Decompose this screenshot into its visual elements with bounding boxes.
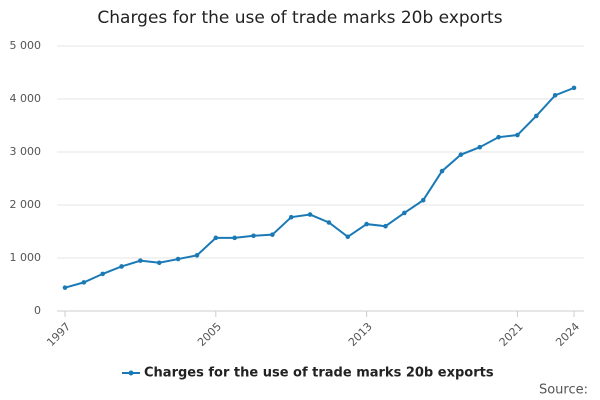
point xyxy=(533,113,539,119)
point xyxy=(232,235,237,241)
point xyxy=(175,256,181,262)
point xyxy=(364,221,369,227)
x-tick-label: 2005 xyxy=(195,320,224,349)
x-tick-label: 2013 xyxy=(346,320,375,349)
point xyxy=(496,134,501,140)
point xyxy=(383,223,388,229)
point xyxy=(477,144,483,150)
series-line xyxy=(64,86,575,289)
y-tick-label: 1 000 xyxy=(10,251,42,264)
point xyxy=(81,280,87,285)
point xyxy=(571,85,577,91)
chart-title: Charges for the use of trade marks 20b e… xyxy=(97,8,502,28)
point xyxy=(552,92,558,98)
y-tick-label: 5 000 xyxy=(10,39,42,52)
point xyxy=(270,232,275,237)
point xyxy=(119,264,124,269)
point xyxy=(345,234,351,240)
x-tick-label: 2021 xyxy=(497,320,526,349)
point xyxy=(138,258,143,263)
y-tick-label: 2 000 xyxy=(10,198,42,211)
x-tick-label: 1997 xyxy=(44,320,73,349)
point xyxy=(326,220,332,225)
point xyxy=(402,210,407,216)
point xyxy=(62,285,68,290)
point xyxy=(515,132,520,138)
point xyxy=(156,260,162,266)
point xyxy=(420,197,426,203)
point xyxy=(194,253,200,258)
point xyxy=(251,233,256,239)
legend-label: Charges for the use of trade marks 20b e… xyxy=(144,366,494,381)
y-tick-label: 3 000 xyxy=(10,145,42,158)
source: Source: xyxy=(539,383,588,398)
point xyxy=(307,212,313,217)
point xyxy=(213,235,219,241)
legend-marker xyxy=(128,370,134,376)
x-tick-label: 2024 xyxy=(553,320,582,349)
point xyxy=(288,214,294,220)
point xyxy=(458,152,464,157)
point xyxy=(100,271,106,277)
point xyxy=(439,168,445,174)
y-tick-label: 4 000 xyxy=(10,92,42,105)
y-tick-label: 0 xyxy=(34,304,41,317)
